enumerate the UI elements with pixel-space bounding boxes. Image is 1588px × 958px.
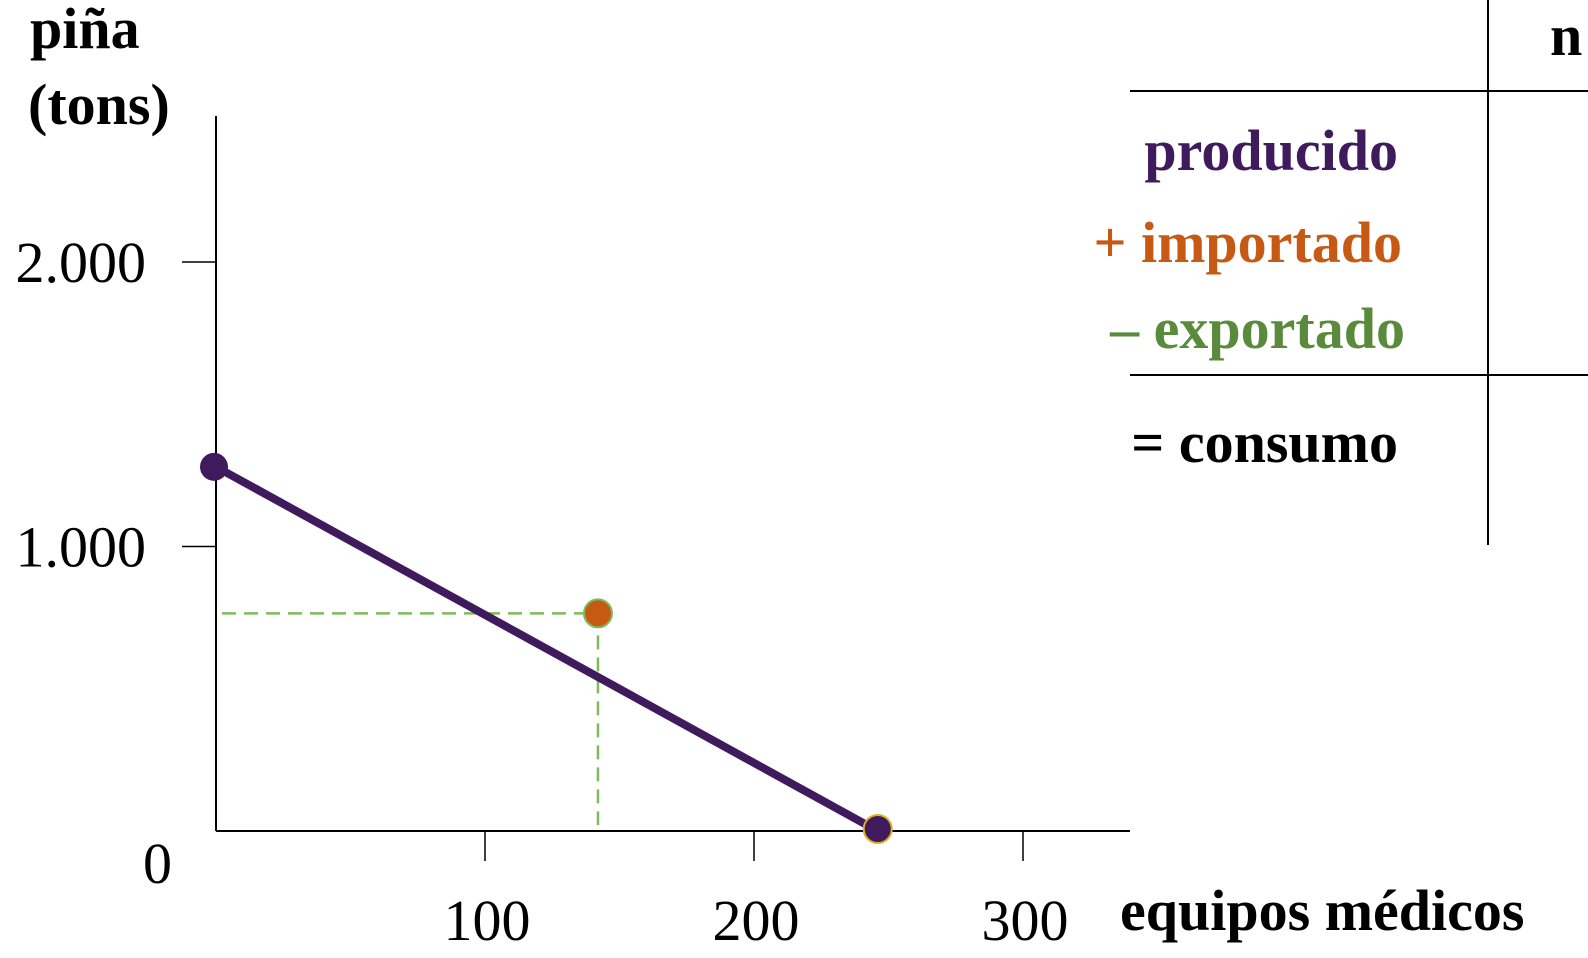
row-consumption-label: = consumo <box>1131 410 1398 475</box>
ppf-endpoint-y <box>200 452 228 481</box>
x-tick-label: 200 <box>713 888 800 953</box>
y-tick-label: 1.000 <box>16 515 147 580</box>
ppf-line <box>212 462 882 835</box>
y-tick-label: 2.000 <box>16 230 147 295</box>
x-tick-label: 100 <box>444 888 531 953</box>
y-axis-label-line2: (tons) <box>28 72 170 137</box>
y-tick-label: 0 <box>143 831 172 896</box>
consumption-point <box>582 598 613 629</box>
ppf-endpoint-x <box>862 814 893 844</box>
consumption-guides <box>222 612 600 825</box>
y-axis-label-line1: piña <box>30 0 140 61</box>
row-produced-label: producido <box>1144 118 1398 183</box>
y-ticks: 0 1.000 2.000 <box>16 230 216 896</box>
x-axis-label: equipos médicos <box>1120 878 1524 943</box>
ppf-series <box>212 462 882 835</box>
x-ticks: 100 200 300 <box>444 831 1069 953</box>
row-exported-label: – exportado <box>1109 296 1405 361</box>
table-header-partial: n <box>1550 3 1582 68</box>
row-imported-label: + importado <box>1093 210 1402 275</box>
x-tick-label: 300 <box>982 888 1069 953</box>
chart-points <box>200 452 893 844</box>
